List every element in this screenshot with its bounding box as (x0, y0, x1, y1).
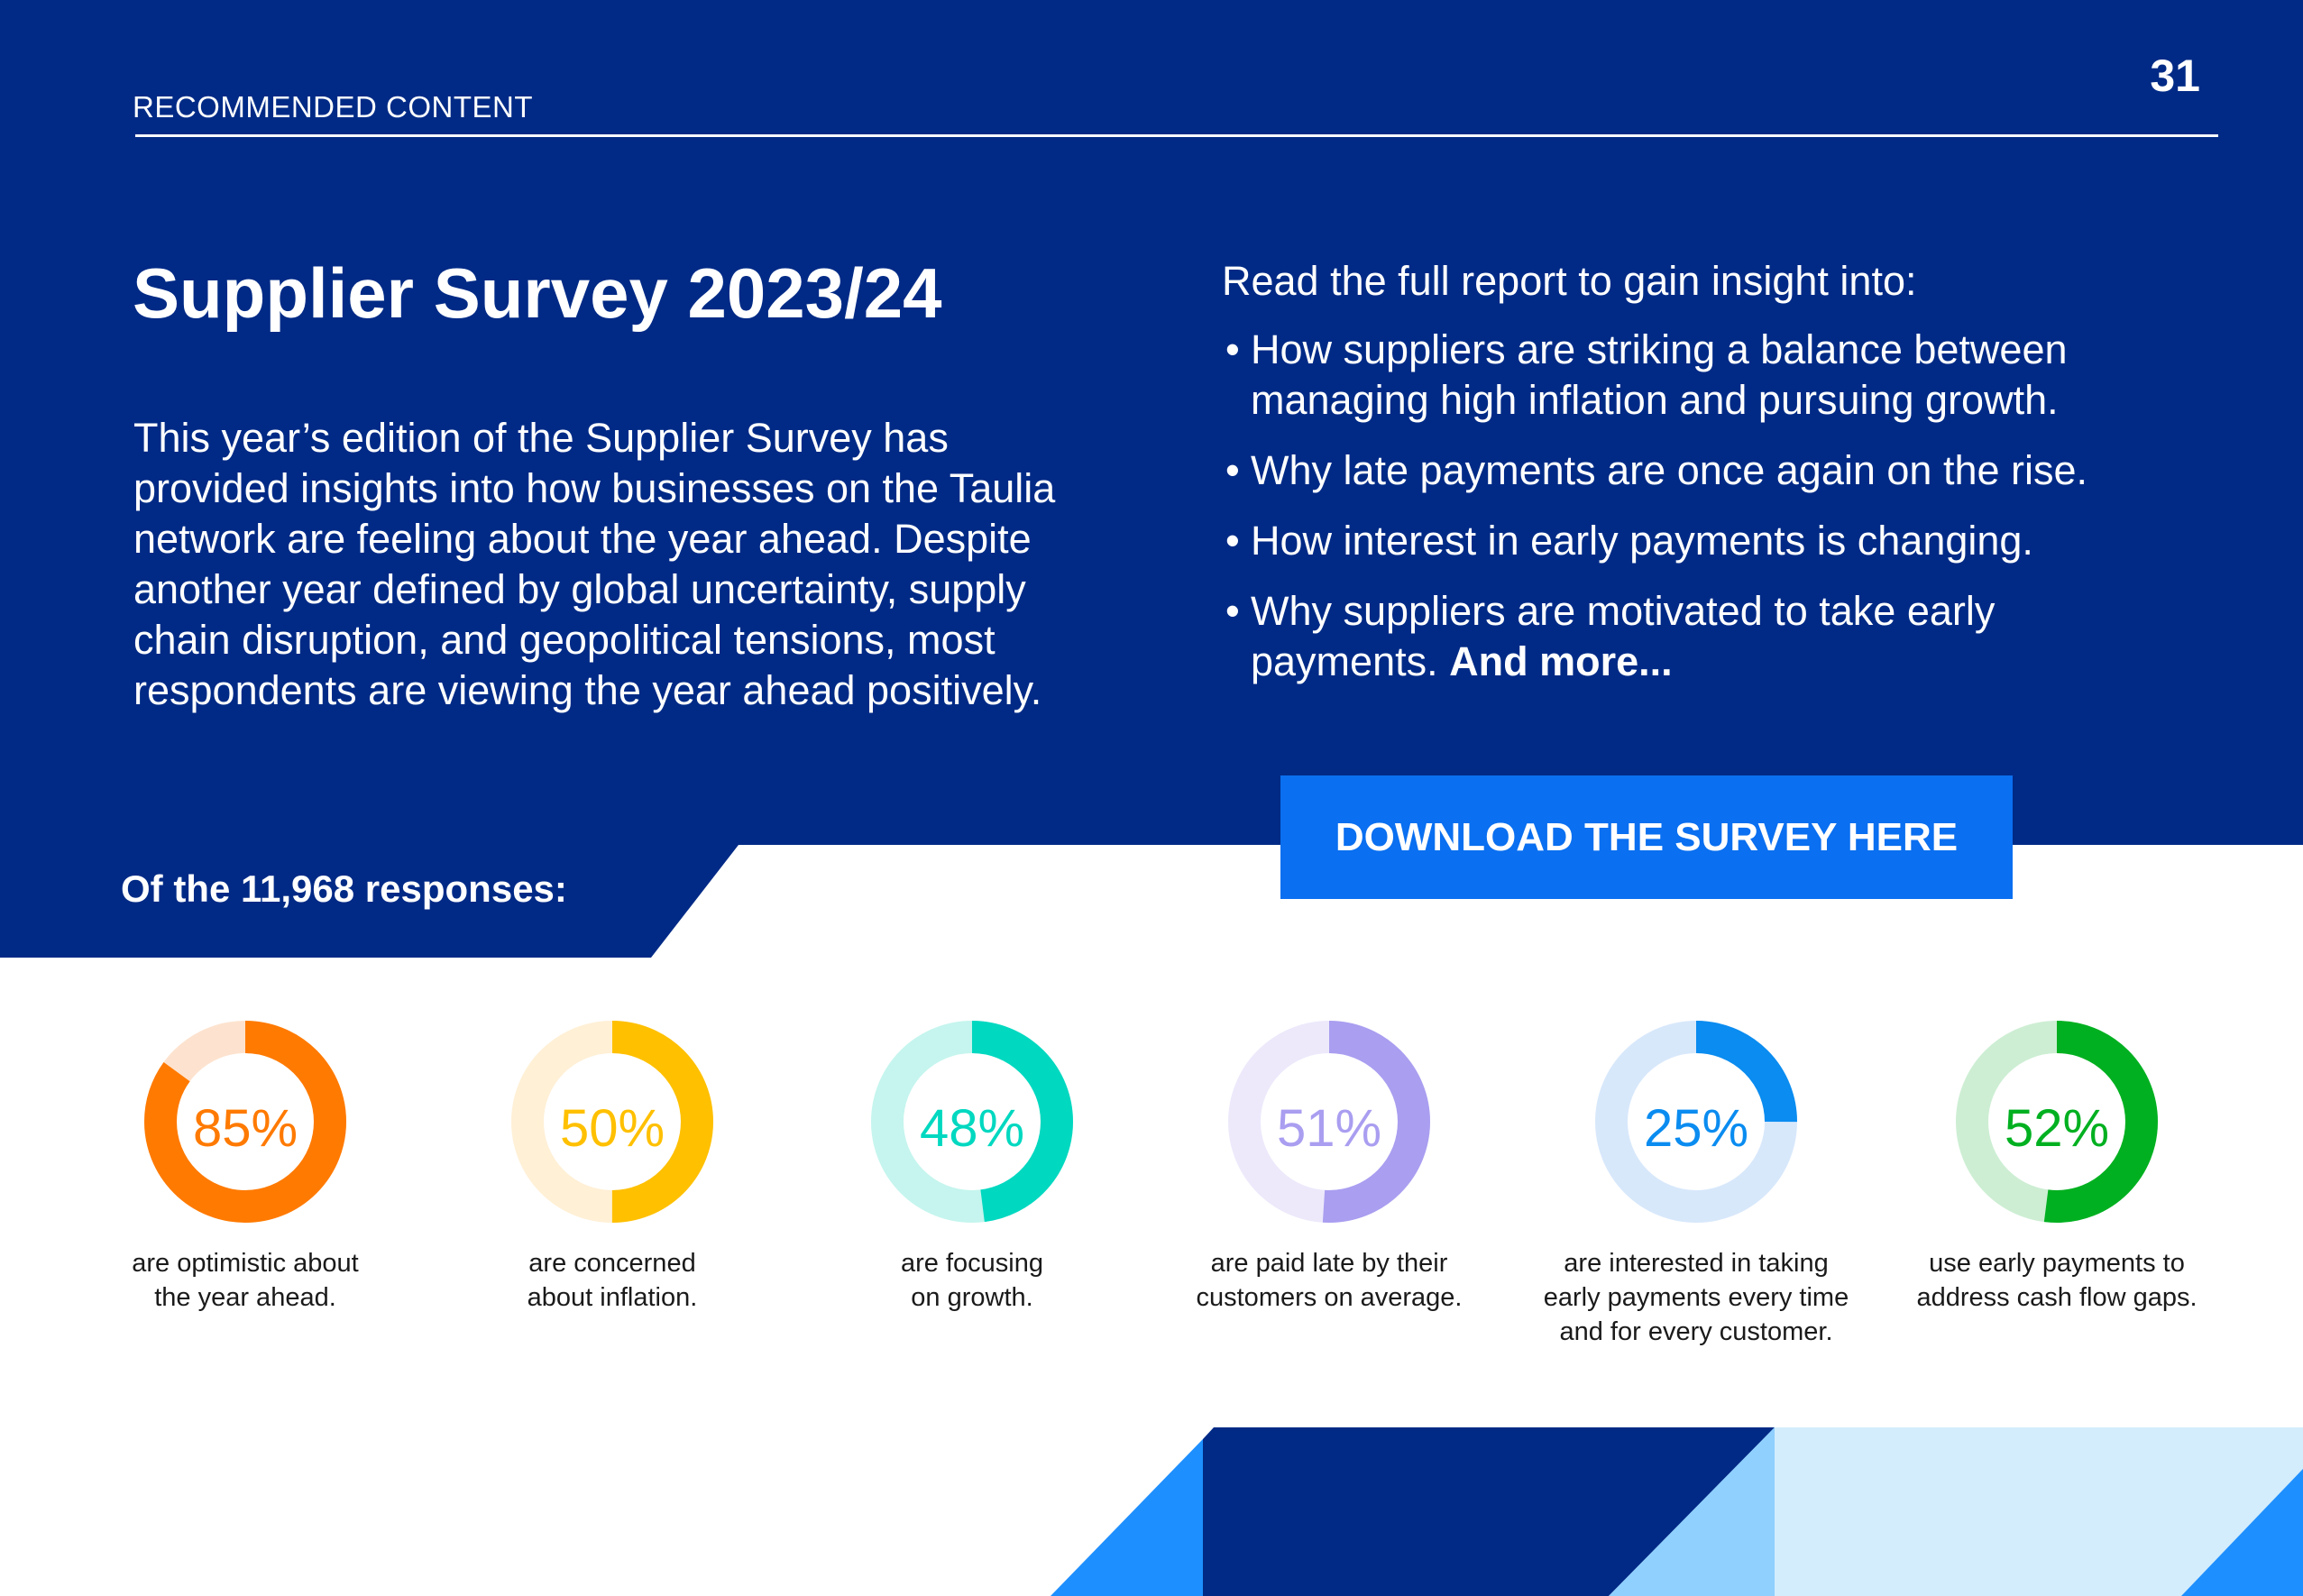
donut-value-arc (1595, 1021, 1797, 1223)
bullet-text: Why suppliers are motivated to take earl… (1251, 588, 1996, 684)
deco-navy-block (1203, 1427, 1775, 1596)
bullet-item: Why late payments are once again on the … (1222, 445, 2178, 496)
bullet-item: Why suppliers are motivated to take earl… (1222, 586, 2178, 687)
stat-item: 51% are paid late by their customers on … (1140, 1019, 1519, 1315)
stat-percent: 51% (1276, 1099, 1382, 1158)
stat-percent: 50% (559, 1099, 665, 1158)
donut-chart (511, 1021, 713, 1223)
and-more-text: And more... (1449, 638, 1673, 684)
bullet-text: Why late payments are once again on the … (1251, 447, 2088, 493)
donut-chart (1595, 1021, 1797, 1223)
stat-percent: 85% (192, 1099, 298, 1158)
bullet-text: How interest in early payments is changi… (1251, 518, 2033, 564)
stat-caption: are focusing on growth. (901, 1249, 1043, 1312)
donut-value-arc (1228, 1021, 1430, 1223)
donut-value-arc (1956, 1021, 2158, 1223)
stat-item: 48% are focusing on growth. (783, 1019, 1161, 1315)
report-bullets: How suppliers are striking a balance bet… (1222, 325, 2178, 707)
donut-chart (871, 1021, 1073, 1223)
donut-value-arc (871, 1021, 1073, 1223)
navy-header-panel (0, 0, 2303, 958)
donut-chart (1228, 1021, 1430, 1223)
stat-percent: 48% (919, 1099, 1025, 1158)
donut-value-arc (144, 1021, 346, 1223)
page-number: 31 (2150, 50, 2200, 101)
section-label: RECOMMENDED CONTENT (133, 90, 533, 124)
page-title: Supplier Survey 2023/24 (133, 253, 942, 333)
stat-percent: 25% (1643, 1099, 1749, 1158)
stat-item: 85% are optimistic about the year ahead. (56, 1019, 435, 1315)
intro-paragraph: This year’s edition of the Supplier Surv… (133, 415, 1056, 713)
donut-chart (144, 1021, 346, 1223)
deco-blue-triangle (1051, 1439, 1203, 1596)
deco-blue-corner (2181, 1469, 2303, 1596)
bullet-item: How suppliers are striking a balance bet… (1222, 325, 2178, 426)
donut-value-arc (511, 1021, 713, 1223)
stat-item: 25% are interested in taking early payme… (1507, 1019, 1886, 1349)
donut-chart (1956, 1021, 2158, 1223)
stat-caption: are concerned about inflation. (527, 1249, 698, 1312)
stat-caption: are optimistic about the year ahead. (132, 1249, 359, 1312)
download-survey-button[interactable]: DOWNLOAD THE SURVEY HERE (1280, 775, 2013, 899)
bullet-item: How interest in early payments is changi… (1222, 516, 2178, 566)
responses-heading: Of the 11,968 responses: (121, 867, 567, 910)
bullet-text: How suppliers are striking a balance bet… (1251, 326, 2068, 423)
stat-item: 50% are concerned about inflation. (423, 1019, 802, 1315)
stat-percent: 52% (2004, 1099, 2110, 1158)
stat-caption: are interested in taking early payments … (1543, 1249, 1849, 1346)
header-divider (135, 134, 2218, 137)
deco-light-blue-triangle (1609, 1427, 1775, 1596)
stat-caption: are paid late by their customers on aver… (1196, 1249, 1463, 1312)
report-lead: Read the full report to gain insight int… (1222, 258, 1917, 304)
stat-caption: use early payments to address cash flow … (1916, 1249, 2197, 1312)
stat-item: 52% use early payments to address cash f… (1867, 1019, 2246, 1315)
